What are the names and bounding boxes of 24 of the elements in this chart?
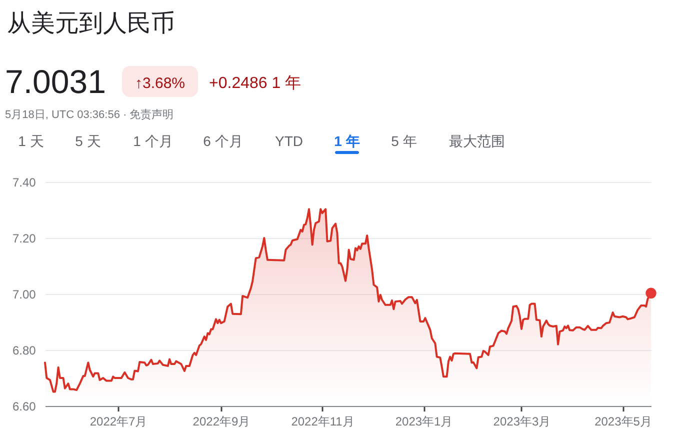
- y-tick-label: 7.00: [12, 288, 36, 302]
- chart-title: 从美元到人民币: [7, 10, 175, 37]
- text: ↑3.68%: [134, 75, 186, 92]
- text: 5 天: [75, 133, 101, 149]
- text: 6 个月: [203, 133, 243, 149]
- y-tick-label: 6.60: [12, 400, 36, 414]
- text: 7.0031: [5, 63, 106, 100]
- text: 1 天: [18, 133, 44, 149]
- x-tick-label: 2022年7月: [90, 414, 148, 428]
- text: 1 年: [334, 133, 360, 149]
- text: 1 个月: [133, 133, 173, 149]
- text: YTD: [275, 133, 303, 149]
- y-tick-label: 6.80: [12, 344, 36, 358]
- x-tick-label: 2023年3月: [493, 414, 551, 428]
- text: 最大范围: [449, 133, 505, 149]
- y-tick-label: 7.20: [12, 232, 36, 246]
- text: +0.2486 1 年: [209, 75, 302, 92]
- text: 5月18日, UTC 03:36:56 · 免责声明: [5, 108, 174, 121]
- text: 5 年: [391, 133, 417, 149]
- x-tick-label: 2022年9月: [192, 414, 250, 428]
- x-tick-label: 2023年1月: [395, 414, 453, 428]
- x-tick-label: 2023年5月: [594, 414, 652, 428]
- y-tick-label: 7.40: [12, 176, 36, 190]
- x-tick-label: 2022年11月: [291, 414, 354, 428]
